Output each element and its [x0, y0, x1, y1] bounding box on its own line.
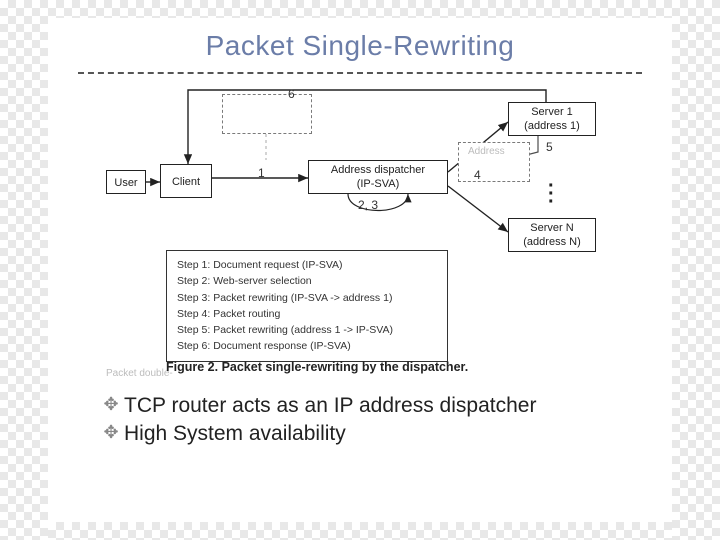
edge-label-1: 1: [258, 166, 265, 180]
server-ellipsis-icon: ···: [548, 182, 555, 206]
node-dispatcher: Address dispatcher (IP-SVA): [308, 160, 448, 194]
bullet-item: ✥ TCP router acts as an IP address dispa…: [98, 394, 622, 418]
dispatcher-label-top: Address dispatcher: [313, 164, 443, 178]
slide-title: Packet Single-Rewriting: [48, 30, 672, 62]
edge-label-5: 5: [546, 140, 553, 154]
step-line: Step 3: Packet rewriting (IP-SVA -> addr…: [177, 290, 437, 306]
edge-label-4: 4: [474, 168, 481, 182]
server1-label-bottom: (address 1): [513, 120, 591, 134]
edge-label-6: 6: [288, 87, 295, 101]
step-line: Step 5: Packet rewriting (address 1 -> I…: [177, 322, 437, 338]
bullet-text: TCP router acts as an IP address dispatc…: [124, 394, 536, 418]
step-line: Step 4: Packet routing: [177, 306, 437, 322]
slide: Packet Single-Rewriting: [48, 18, 672, 522]
bullet-text: High System availability: [124, 422, 346, 446]
step-line: Step 6: Document response (IP-SVA): [177, 338, 437, 354]
edge-label-23: 2, 3: [358, 198, 378, 212]
step-line: Step 1: Document request (IP-SVA): [177, 257, 437, 273]
figure-area: User Client Address dispatcher (IP-SVA) …: [98, 82, 622, 382]
dispatcher-label-bottom: (IP-SVA): [313, 178, 443, 192]
figure-caption: Figure 2. Packet single-rewriting by the…: [166, 360, 468, 374]
bullet-list: ✥ TCP router acts as an IP address dispa…: [98, 394, 622, 446]
serverN-label-top: Server N: [513, 222, 591, 236]
steps-box: Step 1: Document request (IP-SVA) Step 2…: [166, 250, 448, 362]
bullet-icon: ✥: [98, 394, 124, 415]
node-user: User: [106, 170, 146, 194]
bullet-icon: ✥: [98, 422, 124, 443]
serverN-label-bottom: (address N): [513, 236, 591, 250]
node-client: Client: [160, 164, 212, 198]
step-line: Step 2: Web-server selection: [177, 273, 437, 289]
node-server-1: Server 1 (address 1): [508, 102, 596, 136]
title-underline: [78, 72, 642, 74]
server1-label-top: Server 1: [513, 106, 591, 120]
node-server-n: Server N (address N): [508, 218, 596, 252]
bleed-text-1: Packet double-: [106, 368, 173, 379]
bleed-text-2: Address: [468, 146, 505, 157]
bullet-item: ✥ High System availability: [98, 422, 622, 446]
node-faint-ghost-left: [222, 94, 312, 134]
